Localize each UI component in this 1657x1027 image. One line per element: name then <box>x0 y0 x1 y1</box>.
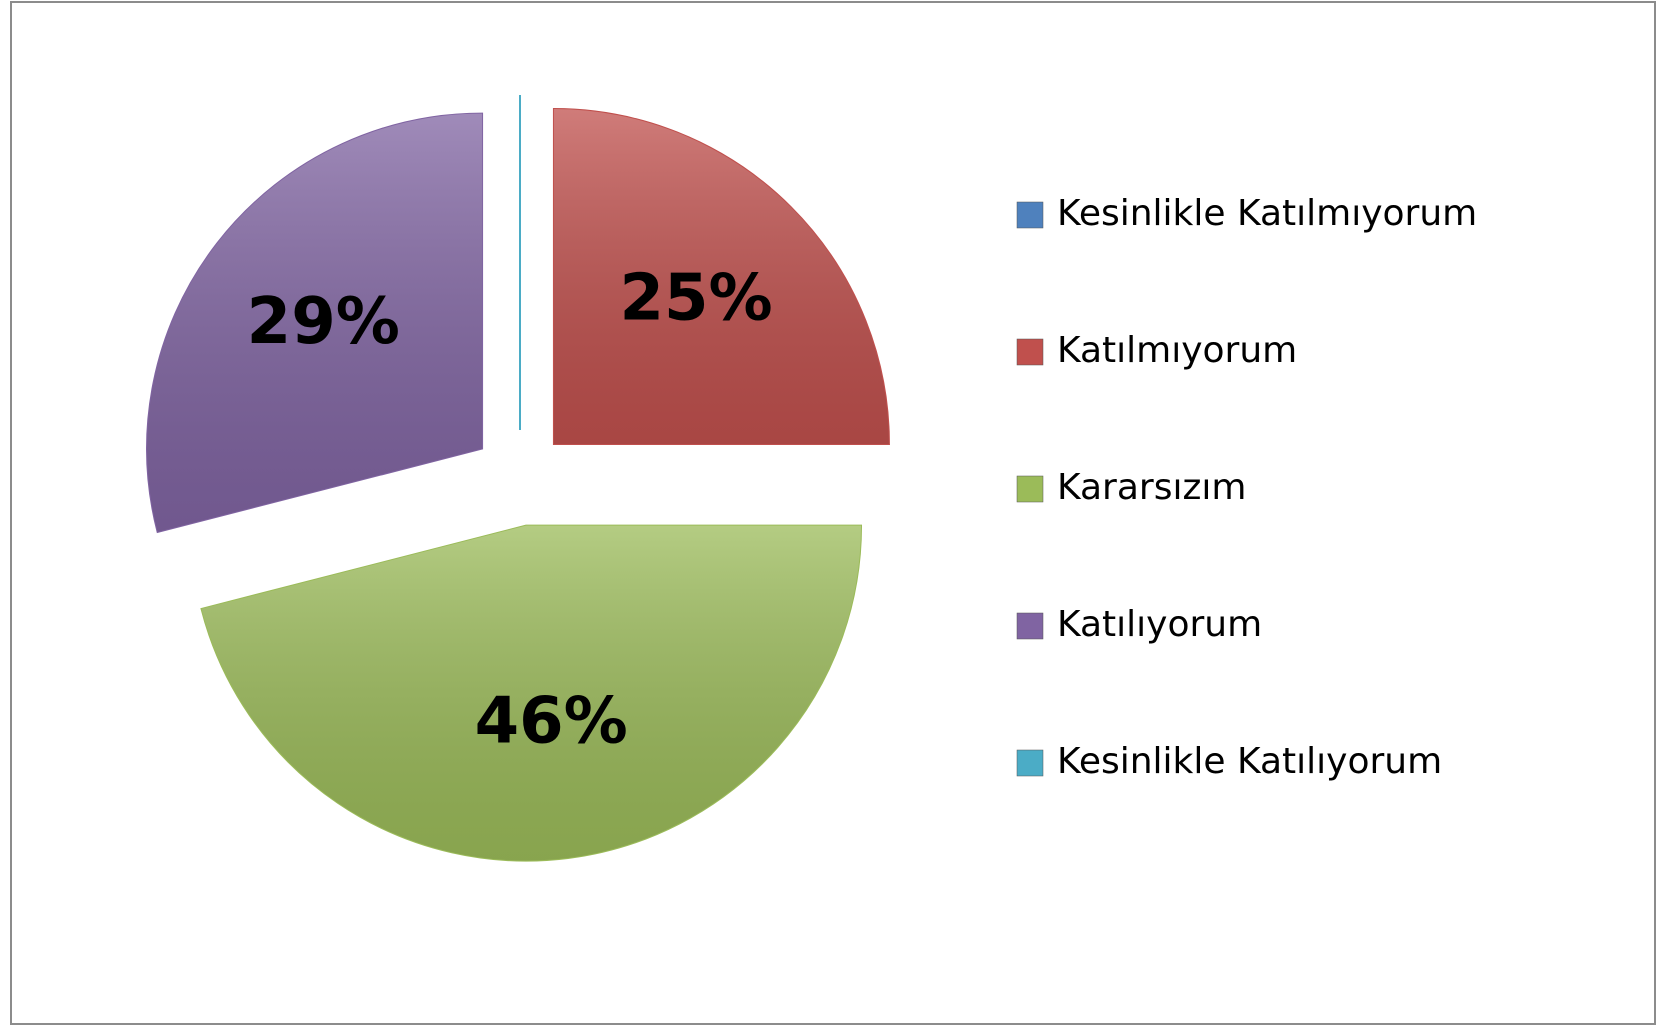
slice-label: 29% <box>247 285 400 359</box>
legend-swatch <box>1016 475 1044 503</box>
slice-shade <box>553 109 889 445</box>
legend-text: Katılmıyorum <box>1057 330 1297 371</box>
legend-swatch <box>1016 338 1044 366</box>
legend-swatch <box>1016 749 1044 777</box>
legend-swatch <box>1016 612 1044 640</box>
legend-text: Kesinlikle Katılıyorum <box>1057 741 1442 782</box>
legend-text: Katılıyorum <box>1057 604 1262 645</box>
chart-frame <box>10 1 1656 1025</box>
legend-text: Kesinlikle Katılmıyorum <box>1057 193 1477 234</box>
slice-label: 25% <box>619 262 772 336</box>
slice-shade <box>201 525 862 861</box>
slice-label: 46% <box>475 685 628 759</box>
legend-text: Kararsızım <box>1057 467 1246 508</box>
slice-shade <box>147 113 483 532</box>
legend-swatch <box>1016 201 1044 229</box>
